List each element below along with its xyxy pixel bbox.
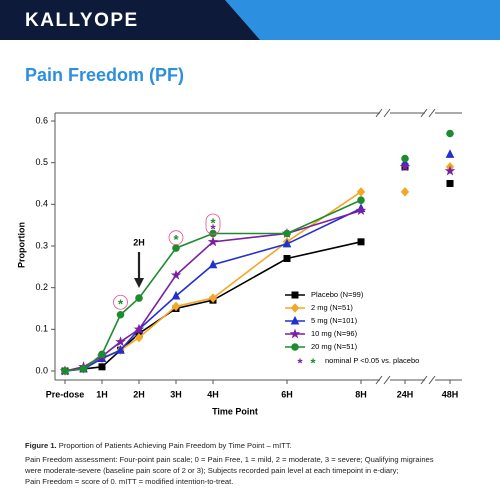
header-accent bbox=[150, 0, 260, 40]
marker bbox=[289, 328, 301, 339]
significance-star: * bbox=[210, 215, 216, 230]
y-tick-label: 0.1 bbox=[35, 324, 48, 334]
marker bbox=[61, 367, 69, 375]
marker bbox=[355, 205, 367, 216]
marker bbox=[171, 301, 181, 312]
y-tick-label: 0.6 bbox=[35, 115, 48, 125]
x-tick-label: 6H bbox=[281, 389, 293, 399]
legend-label: 10 mg (N=96) bbox=[311, 329, 358, 338]
marker bbox=[134, 332, 144, 343]
legend-label: 2 mg (N=51) bbox=[311, 303, 353, 312]
y-axis-label: Proportion bbox=[16, 222, 26, 268]
marker bbox=[291, 343, 299, 351]
x-tick-label: 2H bbox=[133, 389, 145, 399]
marker bbox=[399, 161, 411, 172]
marker bbox=[171, 290, 181, 300]
significance-star: * bbox=[210, 222, 216, 237]
marker bbox=[133, 323, 145, 334]
caption-line: Pain Freedom = score of 0. mITT = modifi… bbox=[25, 477, 234, 486]
y-tick-label: 0.0 bbox=[35, 365, 48, 375]
marker bbox=[357, 196, 365, 204]
x-axis-label: Time Point bbox=[212, 406, 258, 416]
marker bbox=[446, 180, 454, 187]
x-tick-label: 8H bbox=[355, 389, 367, 399]
legend-label: nominal P <0.05 vs. placebo bbox=[325, 356, 419, 365]
caption-body: Pain Freedom assessment: Four-point pain… bbox=[25, 454, 485, 487]
marker bbox=[79, 365, 88, 373]
marker bbox=[444, 165, 456, 176]
significance-star: * bbox=[173, 232, 179, 247]
caption-line: Pain Freedom assessment: Four-point pain… bbox=[25, 455, 434, 464]
significance-ring bbox=[113, 294, 128, 310]
marker bbox=[115, 336, 126, 347]
x-tick-label: 24H bbox=[397, 389, 414, 399]
marker bbox=[208, 259, 218, 269]
x-tick-label: Pre-dose bbox=[46, 389, 85, 399]
marker bbox=[357, 238, 365, 246]
header-accent bbox=[215, 0, 500, 40]
legend-label: 5 mg (N=101) bbox=[311, 316, 358, 325]
marker bbox=[98, 350, 106, 359]
marker bbox=[446, 129, 454, 138]
marker bbox=[135, 294, 143, 302]
x-tick-label: 4H bbox=[207, 389, 219, 399]
marker bbox=[290, 315, 300, 325]
marker bbox=[356, 187, 366, 197]
marker bbox=[116, 310, 125, 319]
x-tick-label: 48H bbox=[442, 389, 459, 399]
marker bbox=[98, 363, 106, 371]
arrow-label: 2H bbox=[133, 237, 145, 247]
axis-break bbox=[375, 108, 436, 385]
chart-title: Pain Freedom (PF) bbox=[25, 65, 184, 85]
y-tick-label: 0.2 bbox=[35, 282, 48, 292]
brand: KALLYOPE bbox=[25, 10, 139, 31]
legend-star: * bbox=[297, 355, 303, 370]
y-tick-label: 0.4 bbox=[35, 199, 48, 209]
marker bbox=[208, 293, 218, 303]
y-tick-label: 0.5 bbox=[35, 157, 48, 167]
marker bbox=[282, 238, 292, 248]
y-tick-label: 0.3 bbox=[35, 240, 48, 250]
marker bbox=[283, 255, 291, 262]
significance-ring bbox=[168, 230, 184, 246]
legend-label: 20 mg (N=51) bbox=[311, 342, 358, 351]
legend-label: Placebo (N=99) bbox=[311, 290, 364, 299]
significance-star: * bbox=[118, 297, 124, 312]
legend-star: * bbox=[310, 355, 316, 370]
caption-text: Proportion of Patients Achieving Pain Fr… bbox=[58, 441, 292, 450]
marker bbox=[290, 303, 300, 313]
marker bbox=[291, 291, 299, 299]
arrow-head bbox=[134, 278, 144, 288]
axis-frame bbox=[54, 108, 462, 385]
x-tick-label: 3H bbox=[170, 389, 182, 399]
significance-ring bbox=[205, 213, 221, 235]
caption-title: Figure 1. Proportion of Patients Achievi… bbox=[25, 440, 485, 451]
x-tick-label: 1H bbox=[96, 389, 108, 399]
marker bbox=[445, 149, 455, 158]
marker bbox=[116, 345, 125, 354]
caption-line: were moderate-severe (baseline pain scor… bbox=[25, 466, 399, 475]
marker bbox=[283, 229, 291, 238]
marker bbox=[400, 187, 410, 197]
caption-label: Figure 1. bbox=[25, 441, 57, 450]
marker bbox=[401, 154, 409, 163]
marker bbox=[207, 236, 219, 247]
marker bbox=[170, 269, 182, 280]
